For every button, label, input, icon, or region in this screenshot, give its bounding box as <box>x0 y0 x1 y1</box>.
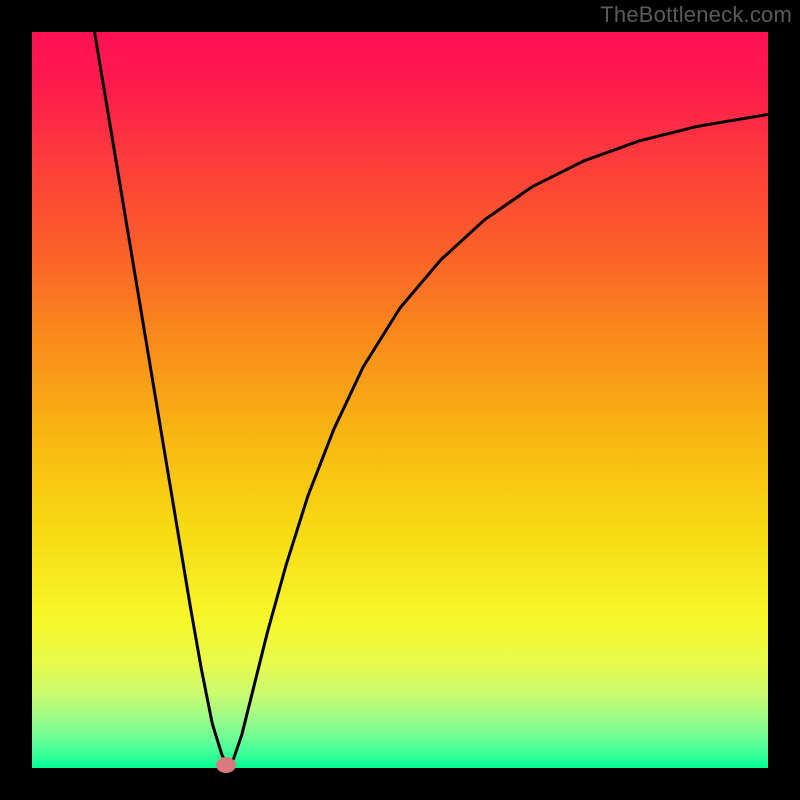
plot-area-svg <box>0 0 800 800</box>
figure-container: TheBottleneck.com <box>0 0 800 800</box>
minimum-marker <box>216 757 236 773</box>
watermark-text: TheBottleneck.com <box>600 2 792 28</box>
plot-background <box>32 32 768 768</box>
